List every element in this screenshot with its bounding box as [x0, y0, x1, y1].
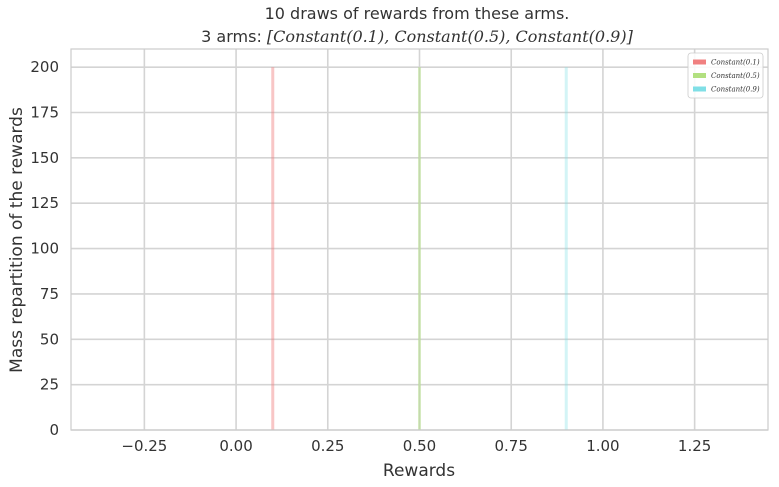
chart-title-arms-list: [Constant(0.1), Constant(0.5), Constant(… [267, 27, 634, 46]
plot-frame [70, 48, 769, 431]
x-axis-label: Rewards [383, 461, 455, 481]
y-tick-label: 200 [30, 58, 59, 76]
y-axis-label: Mass repartition of the rewards [7, 107, 27, 373]
y-tick-label: 75 [40, 285, 59, 303]
y-tick-label: 25 [40, 376, 59, 394]
y-tick-label: 150 [30, 149, 59, 167]
grid-lines [71, 49, 768, 431]
x-tick-label: 0.25 [311, 437, 344, 455]
legend-swatch [693, 59, 706, 65]
histogram-bar [564, 67, 568, 431]
y-tick-labels: 0 25 50 75 100 125 150 175 200 [30, 58, 59, 439]
y-tick-label: 50 [40, 330, 59, 348]
legend-swatch [693, 73, 706, 78]
legend-label: Constant(0.5) [711, 72, 760, 80]
legend-swatch [693, 86, 706, 92]
y-tick-label: 0 [49, 421, 59, 439]
histogram-bar [271, 67, 275, 431]
x-tick-label: 0.50 [403, 437, 436, 455]
x-tick-label: 1.25 [678, 437, 711, 455]
y-tick-label: 125 [30, 194, 59, 212]
legend: Constant(0.1) Constant(0.5) Constant(0.9) [687, 52, 764, 99]
x-tick-label: 0.00 [219, 437, 252, 455]
histogram-bars [271, 67, 568, 431]
chart-title-line1: 10 draws of rewards from these arms. [265, 4, 570, 23]
x-tick-label: 0.75 [495, 437, 528, 455]
chart-title-prefix: 3 arms: [201, 27, 267, 46]
x-tick-label: 1.00 [586, 437, 619, 455]
legend-label: Constant(0.9) [711, 86, 760, 94]
legend-box [687, 52, 764, 99]
y-tick-label: 175 [30, 104, 59, 122]
histogram-bar [418, 67, 421, 431]
chart-title: 10 draws of rewards from these arms. 3 a… [201, 4, 633, 46]
x-tick-labels: −0.25 0.00 0.25 0.50 0.75 1.00 1.25 [121, 437, 711, 455]
chart-title-line2: 3 arms: [Constant(0.1), Constant(0.5), C… [201, 27, 633, 46]
y-tick-label: 100 [30, 240, 59, 258]
x-tick-label: −0.25 [121, 437, 167, 455]
legend-label: Constant(0.1) [711, 59, 760, 67]
